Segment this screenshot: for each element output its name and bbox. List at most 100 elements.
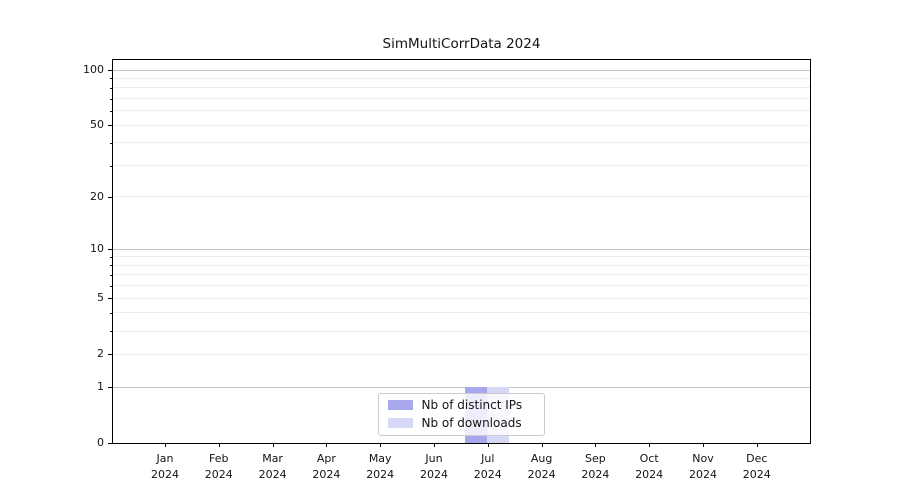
y-axis-minor-tick <box>110 265 113 267</box>
legend-label: Nb of distinct IPs <box>421 398 523 412</box>
x-axis-tick <box>756 443 758 447</box>
gridline-minor <box>112 330 810 332</box>
x-tick-month: Aug <box>530 452 553 465</box>
y-tick-label: 100 <box>83 63 104 76</box>
x-tick-year: 2024 <box>151 467 179 481</box>
plot-area: Nb of distinct IPs Nb of downloads <box>111 58 811 444</box>
x-axis-tick <box>434 443 435 447</box>
y-axis-minor-tick <box>110 98 113 100</box>
gridline-major <box>112 69 810 71</box>
x-tick-month: Apr <box>316 452 336 465</box>
gridline-major <box>112 386 810 388</box>
y-axis-minor-tick <box>110 274 113 276</box>
y-axis-tick <box>108 249 113 251</box>
gridline-minor <box>112 312 810 314</box>
x-tick-month: Nov <box>692 452 714 465</box>
x-tick-year: 2024 <box>635 467 664 481</box>
x-tick-label: May 2024 <box>350 451 410 482</box>
legend-swatch <box>387 400 413 410</box>
x-tick-year: 2024 <box>473 467 502 481</box>
x-tick-label: Mar 2024 <box>243 451 303 482</box>
x-tick-month: Jan <box>156 452 174 465</box>
y-axis-tick <box>108 196 113 198</box>
gridline-minor <box>112 110 810 112</box>
x-tick-month: Oct <box>639 452 659 465</box>
y-axis-minor-tick <box>110 110 113 112</box>
x-tick-month: May <box>368 452 392 465</box>
x-axis-tick <box>595 443 597 447</box>
y-axis-minor-tick <box>110 165 113 167</box>
x-tick-label: Jun 2024 <box>404 451 464 482</box>
x-tick-label: Nov 2024 <box>673 451 733 482</box>
x-tick-year: 2024 <box>742 467 771 481</box>
y-tick-label: 1 <box>97 380 104 393</box>
x-tick-label: Apr 2024 <box>296 451 356 482</box>
x-axis-tick <box>487 443 489 447</box>
x-tick-year: 2024 <box>527 467 556 481</box>
x-tick-year: 2024 <box>581 467 610 481</box>
x-tick-year: 2024 <box>689 467 717 481</box>
legend-entry: Nb of downloads <box>386 416 537 430</box>
y-tick-label: 50 <box>90 118 104 132</box>
y-tick-label: 0 <box>97 436 104 449</box>
gridline-major <box>112 248 810 250</box>
gridline-minor <box>112 124 810 126</box>
x-tick-month: Mar <box>262 452 283 465</box>
y-tick-label: 5 <box>97 291 104 305</box>
legend-entry: Nb of distinct IPs <box>386 398 537 412</box>
gridline-minor <box>112 142 810 144</box>
gridline-minor <box>112 77 810 79</box>
y-axis-minor-tick <box>110 142 113 144</box>
x-axis-tick <box>703 443 704 447</box>
y-axis-minor-tick <box>110 87 113 89</box>
y-tick-label: 10 <box>90 242 104 256</box>
y-axis-tick <box>108 298 113 300</box>
y-axis-minor-tick <box>110 78 113 80</box>
x-tick-month: Jun <box>425 452 443 465</box>
y-axis-tick <box>108 354 113 356</box>
gridline-minor <box>112 285 810 287</box>
gridline-minor <box>112 274 810 276</box>
x-axis-tick <box>649 443 651 447</box>
gridline-minor <box>112 353 810 355</box>
x-axis-tick <box>218 443 220 447</box>
x-axis-tick <box>541 443 543 447</box>
chart-title: SimMultiCorrData 2024 <box>382 36 541 52</box>
y-axis-minor-tick <box>110 256 113 258</box>
x-tick-year: 2024 <box>258 467 287 481</box>
x-tick-label: Aug 2024 <box>512 451 572 482</box>
x-tick-year: 2024 <box>204 467 233 481</box>
x-axis-tick <box>326 443 328 447</box>
gridline-minor <box>112 297 810 299</box>
y-axis-tick <box>108 387 113 388</box>
y-axis-tick <box>108 443 113 444</box>
x-tick-year: 2024 <box>420 467 448 481</box>
x-axis-tick <box>165 443 166 447</box>
gridline-minor <box>112 264 810 266</box>
x-tick-month: Feb <box>209 452 229 465</box>
x-tick-label: Jan 2024 <box>135 451 195 482</box>
y-tick-label: 20 <box>90 189 104 203</box>
gridline-minor <box>112 98 810 99</box>
y-tick-label: 2 <box>97 347 104 361</box>
gridlines-layer <box>112 60 810 443</box>
x-tick-month: Dec <box>746 452 768 465</box>
x-tick-year: 2024 <box>312 467 341 481</box>
x-tick-label: Dec 2024 <box>727 451 787 482</box>
y-axis-minor-tick <box>110 285 113 287</box>
x-tick-label: Oct 2024 <box>619 451 679 482</box>
legend-swatch <box>387 418 413 428</box>
x-tick-month: Sep <box>585 452 606 465</box>
gridline-minor <box>112 256 810 258</box>
x-tick-month: Jul <box>481 452 495 465</box>
y-axis-tick <box>108 70 113 71</box>
x-tick-label: Sep 2024 <box>565 451 625 482</box>
gridline-minor <box>112 165 810 166</box>
y-axis-minor-tick <box>110 331 113 332</box>
legend: Nb of distinct IPs Nb of downloads <box>377 392 545 436</box>
x-axis-tick <box>380 443 382 447</box>
x-tick-year: 2024 <box>366 467 395 481</box>
legend-label: Nb of downloads <box>421 416 522 430</box>
gridline-minor <box>112 196 810 198</box>
